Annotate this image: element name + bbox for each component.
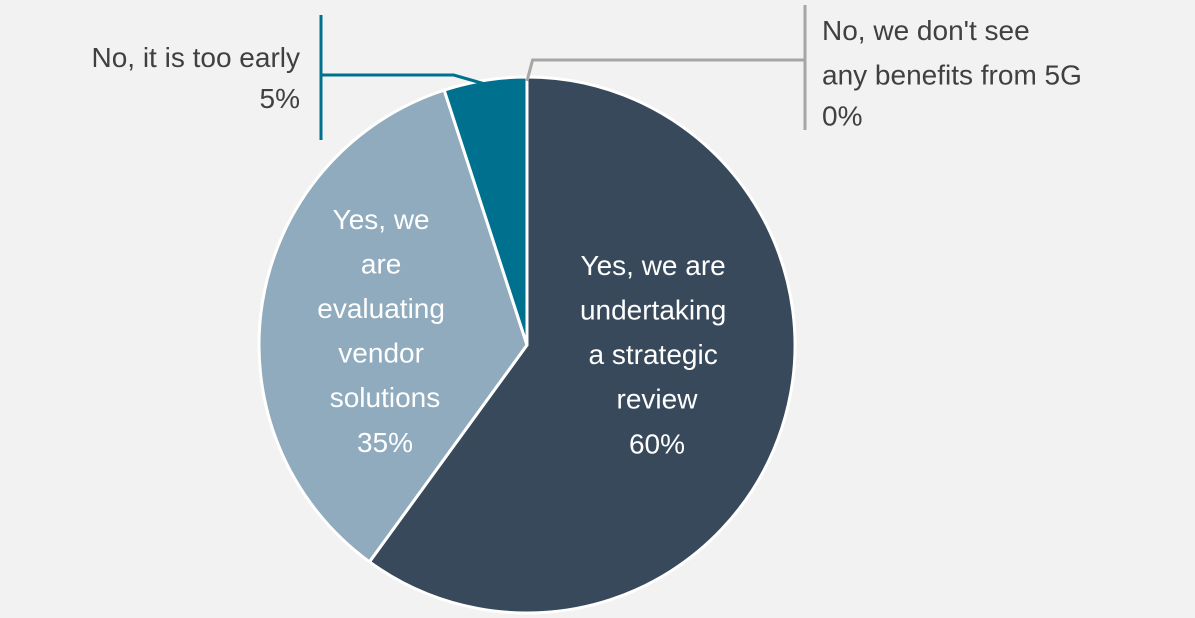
leader-line (440, 73, 487, 86)
slice-label: No, it is too early (91, 42, 300, 73)
value-label: 5% (260, 83, 300, 114)
value-label: 60% (629, 428, 685, 459)
slice-label: No, we don't see any benefits from 5G (822, 15, 1082, 91)
value-label: 0% (822, 100, 862, 131)
slice-label: Yes, we are evaluating vendor solutions (317, 204, 452, 413)
pie-slice (367, 75, 797, 615)
pie-slice (257, 88, 529, 564)
slice-label: Yes, we are undertaking a strategic revi… (580, 250, 734, 415)
value-label: 35% (357, 427, 413, 458)
leader-line (525, 58, 535, 82)
